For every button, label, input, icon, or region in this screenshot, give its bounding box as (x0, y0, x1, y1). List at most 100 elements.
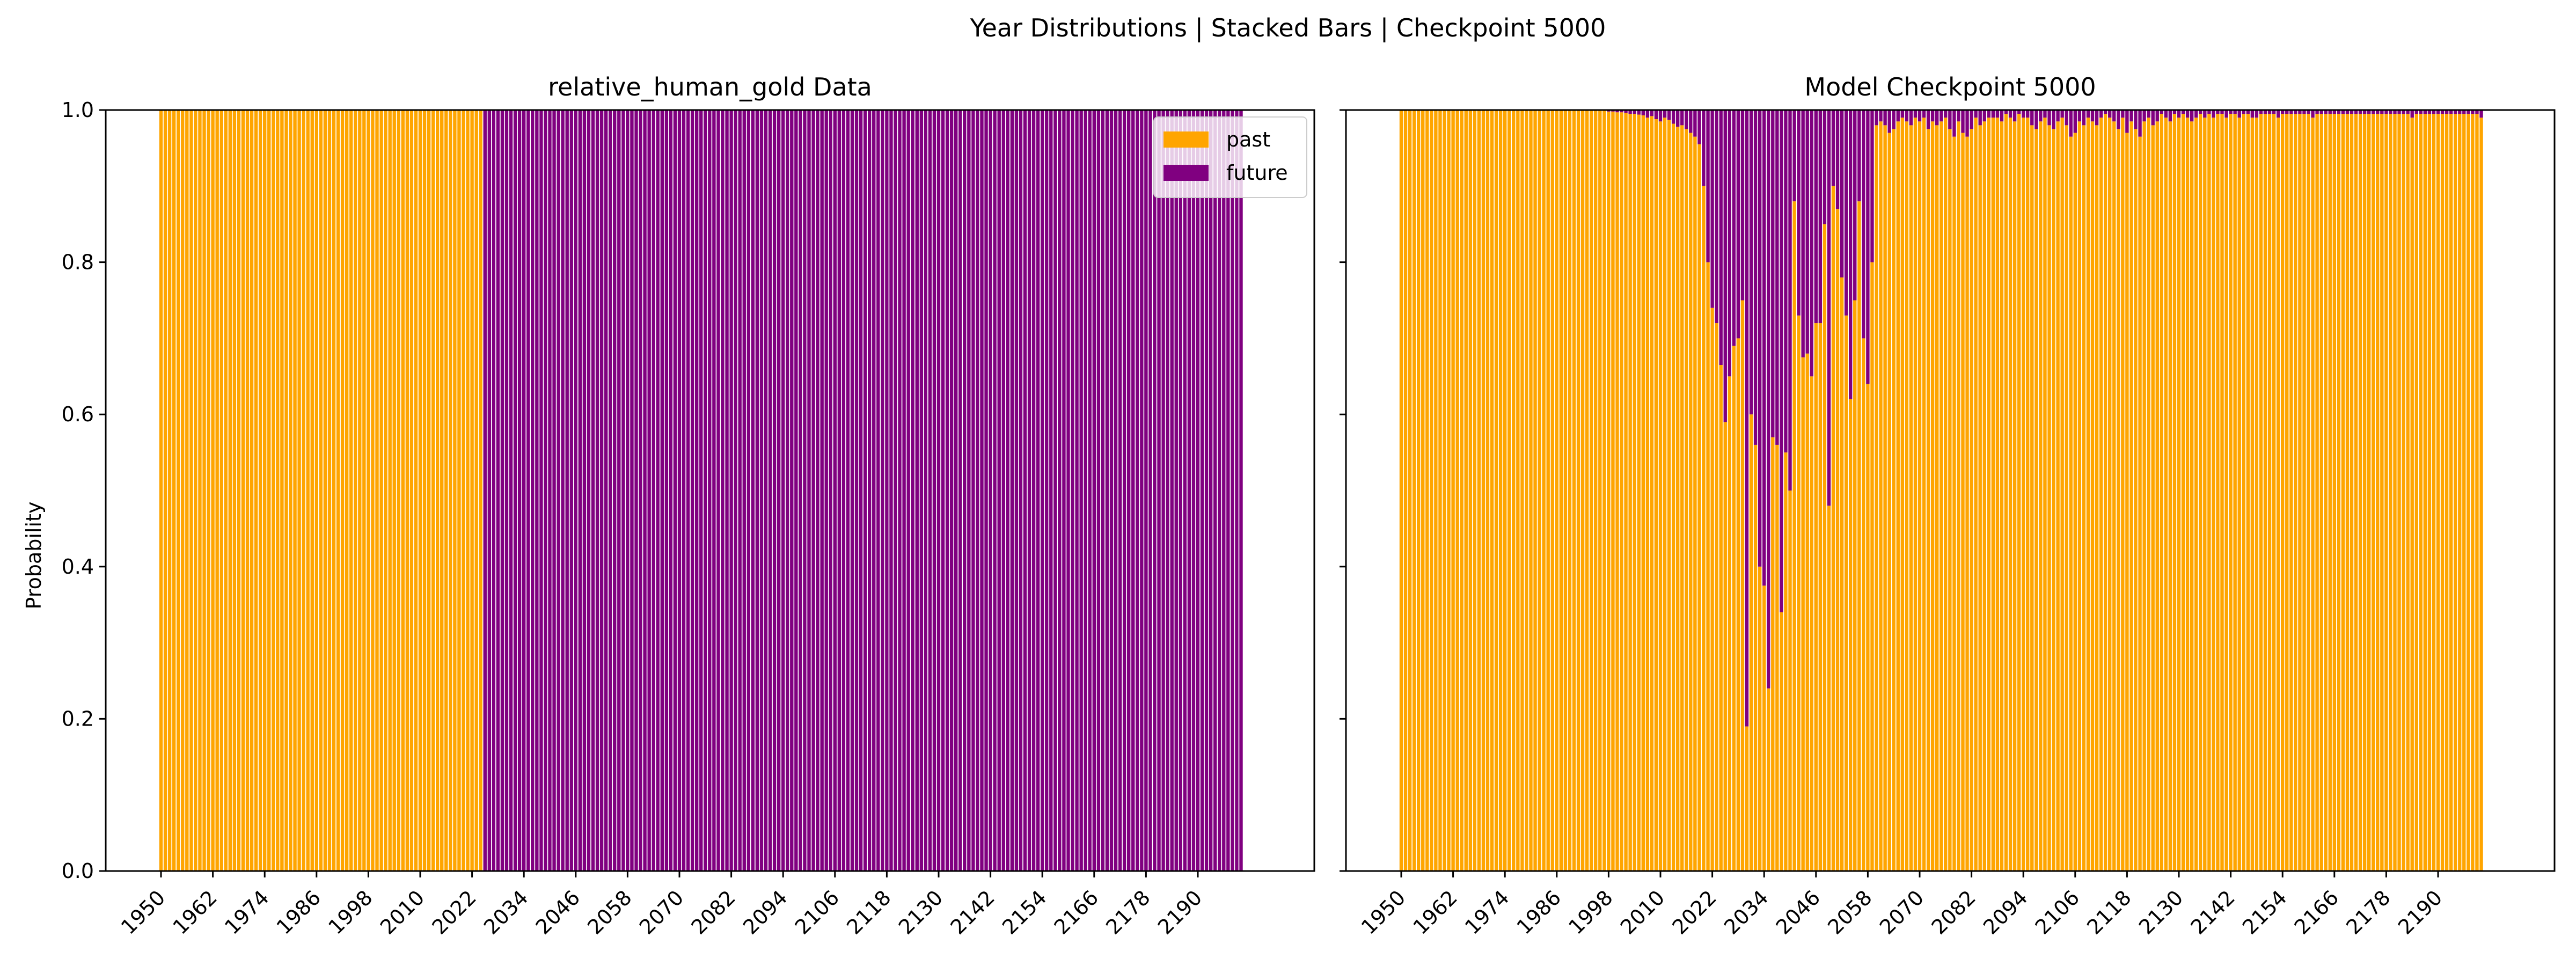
bar-future-2072 (686, 110, 690, 871)
bar-past-1996 (1598, 111, 1602, 871)
bar-past-1972 (254, 110, 258, 871)
bar-past-1994 (1590, 110, 1593, 871)
bar-future-2114 (2108, 110, 2112, 118)
bar-future-2068 (1909, 110, 1913, 126)
bar-past-2197 (2467, 114, 2470, 872)
bar-past-2145 (2242, 114, 2245, 872)
bar-past-2023 (1715, 323, 1718, 871)
bar-past-2022 (1710, 308, 1714, 872)
bar-future-2046 (1814, 110, 1818, 324)
bar-future-2160 (2307, 110, 2310, 114)
bar-past-1961 (1447, 110, 1451, 871)
bar-past-1962 (1451, 110, 1455, 871)
bar-future-2199 (2475, 110, 2479, 114)
bar-future-2088 (1995, 110, 2000, 118)
bar-past-2137 (2207, 114, 2211, 872)
bar-past-1974 (1503, 110, 1507, 871)
bar-past-2006 (401, 110, 405, 871)
bar-future-2099 (2043, 110, 2047, 118)
bar-future-2125 (2155, 110, 2159, 122)
bar-future-2170 (2350, 110, 2354, 114)
bar-future-2100 (807, 110, 811, 871)
bar-future-2088 (755, 110, 759, 871)
bar-future-2069 (1913, 110, 1918, 118)
bar-past-2080 (1961, 133, 1965, 871)
bar-future-2009 (1654, 110, 1658, 120)
bar-future-2188 (1187, 110, 1191, 871)
bar-past-1987 (1559, 110, 1563, 871)
bar-past-1950 (1399, 110, 1403, 871)
bar-future-2100 (2047, 110, 2051, 126)
bar-future-2085 (1982, 110, 1986, 122)
bar-past-2124 (2151, 125, 2155, 872)
bar-past-1978 (1520, 110, 1524, 871)
bar-future-2115 (872, 110, 876, 871)
bar-future-2185 (2414, 110, 2418, 114)
bar-past-2054 (1849, 399, 1853, 871)
bar-past-1960 (1443, 110, 1446, 871)
bar-future-2029 (1740, 110, 1745, 301)
bar-future-2168 (2341, 110, 2345, 114)
bar-future-2034 (1762, 110, 1766, 586)
bar-future-2058 (1866, 110, 1870, 384)
bar-future-2173 (2362, 110, 2367, 114)
bar-future-2086 (747, 110, 750, 871)
bar-past-1992 (1580, 110, 1585, 871)
bar-future-2134 (2194, 110, 2198, 118)
bar-past-2156 (2289, 114, 2293, 872)
bar-future-2074 (1935, 110, 1939, 126)
bar-past-2150 (2263, 114, 2267, 872)
bar-past-1952 (167, 110, 172, 871)
bar-past-1950 (159, 110, 163, 871)
bar-future-2079 (1957, 110, 1960, 122)
bar-future-2134 (954, 110, 958, 871)
bar-past-2093 (2017, 114, 2021, 872)
bar-future-2047 (578, 110, 582, 871)
bar-past-1973 (1498, 110, 1503, 871)
bar-future-2028 (496, 110, 500, 871)
bar-past-2193 (2449, 114, 2453, 872)
bar-past-2125 (2155, 121, 2159, 871)
figure-title: Year Distributions | Stacked Bars | Chec… (970, 13, 1606, 43)
bar-future-2108 (2082, 110, 2086, 126)
bar-past-2097 (2035, 129, 2038, 872)
y-tick-label: 0.4 (62, 555, 94, 579)
bar-future-2045 (1810, 110, 1813, 377)
bar-past-2148 (2255, 118, 2259, 872)
bar-future-2026 (487, 110, 491, 871)
bar-future-2200 (1239, 110, 1243, 871)
bar-past-2061 (1879, 121, 1883, 871)
bar-past-2109 (2086, 118, 2090, 872)
bar-past-1951 (1403, 110, 1408, 871)
bar-future-2196 (1222, 110, 1226, 871)
bar-future-2097 (794, 110, 798, 871)
bar-future-2104 (2065, 110, 2068, 126)
bar-past-2135 (2199, 114, 2202, 872)
bar-future-2123 (906, 110, 910, 871)
bar-future-2130 (2177, 110, 2181, 118)
bar-future-2094 (781, 110, 785, 871)
bar-past-2066 (1900, 118, 1904, 872)
bar-future-2073 (690, 110, 694, 871)
bar-future-2152 (1031, 110, 1036, 871)
bar-future-2155 (2285, 110, 2289, 114)
bar-future-2171 (2354, 110, 2358, 114)
bar-past-1971 (1490, 110, 1494, 871)
bar-past-2136 (2203, 118, 2207, 872)
bar-past-2003 (388, 110, 392, 871)
bar-past-2039 (1784, 452, 1788, 871)
bar-past-2011 (1663, 118, 1667, 872)
bar-future-2067 (1905, 110, 1909, 122)
bar-future-2083 (734, 110, 737, 871)
bar-past-1959 (1438, 110, 1442, 871)
bar-future-2099 (803, 110, 807, 871)
bar-past-2008 (1650, 116, 1654, 872)
bar-past-1957 (1430, 110, 1433, 871)
bar-future-2138 (2212, 110, 2215, 118)
bar-past-2074 (1935, 125, 1939, 872)
bar-past-1953 (1412, 110, 1416, 871)
bar-past-2011 (422, 110, 427, 871)
bar-future-2031 (1749, 110, 1753, 415)
bar-future-2098 (799, 110, 802, 871)
bar-future-2032 (513, 110, 517, 871)
